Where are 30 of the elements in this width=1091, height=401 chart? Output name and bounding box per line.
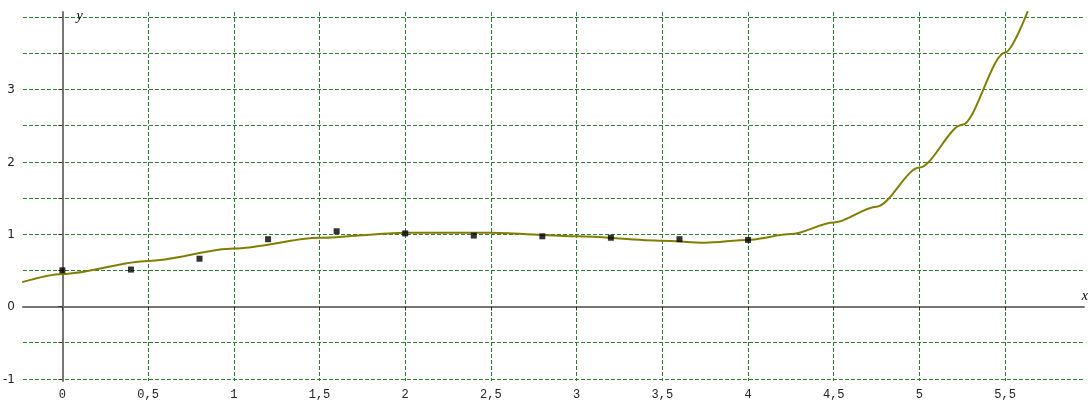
point	[539, 233, 546, 240]
point	[745, 236, 752, 243]
x-tick-label: 5	[915, 388, 924, 401]
point	[196, 255, 203, 262]
x-tick-label: 1,5	[308, 388, 331, 401]
line-series	[21, 11, 1029, 283]
point	[470, 232, 477, 239]
point	[127, 266, 134, 273]
y-tick-label: 2	[7, 154, 15, 169]
y-axis-title: y	[74, 7, 84, 23]
y-tick-label: 3	[7, 82, 15, 97]
x-tick-label: 4	[744, 388, 752, 401]
x-tick-label: 3,5	[651, 388, 674, 401]
y-tick-label: -1	[3, 371, 15, 386]
x-tick-label: 0,5	[137, 388, 159, 401]
x-tick-label: 2,5	[480, 388, 502, 401]
y-tick-label: 1	[7, 227, 15, 242]
point	[265, 236, 272, 243]
y-tick-label: 0	[7, 299, 15, 314]
x-tick-label: 4,5	[822, 388, 845, 401]
point	[333, 228, 340, 235]
point	[676, 236, 683, 243]
x-tick-label: 1	[230, 388, 238, 401]
point	[402, 230, 409, 237]
x-tick-label: 3	[573, 388, 581, 401]
x-tick-label: 2	[401, 388, 409, 401]
x-tick-label: 5,5	[994, 388, 1016, 401]
x-tick-label: 0	[58, 388, 66, 401]
x-axis-title: x	[1080, 287, 1089, 303]
point	[607, 234, 614, 241]
